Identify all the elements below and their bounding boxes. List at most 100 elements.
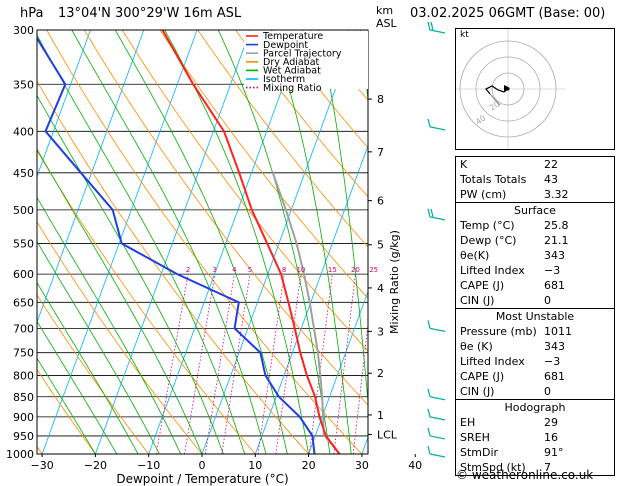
mixing-ratio-label: 4 [232, 266, 237, 274]
dry-adiabat [272, 30, 368, 149]
km-tick-label: 3 [377, 325, 384, 338]
footer-credit[interactable]: © weatheronline.co.uk [456, 468, 594, 482]
km-tick-label: 6 [377, 195, 384, 208]
indices-panel: K 22 Totals Totals 43 PW (cm) 3.32 Surface … [455, 156, 615, 476]
surface-cin: 0 [544, 294, 551, 307]
legend-entry: Mixing Ratio [263, 83, 322, 94]
pw-label: PW (cm) [460, 188, 507, 201]
isotherm [201, 30, 358, 454]
dry-adiabat [159, 30, 368, 299]
temp-tick-label: 30 [355, 459, 369, 472]
pressure-tick-label: 450 [13, 167, 34, 180]
mu-pres: 1011 [544, 325, 572, 338]
mixing-ratio-label: 8 [282, 266, 286, 274]
surface-temp: 25.8 [544, 219, 569, 232]
chart-grid [37, 30, 368, 454]
dry-adiabat [37, 221, 203, 454]
pressure-tick-label: 1000 [6, 448, 34, 461]
hodograph-title: Hodograph [504, 401, 566, 414]
wind-barb-feather [430, 208, 434, 218]
wind-barb-feather [427, 427, 431, 437]
mixing-ratio-line [275, 274, 302, 454]
wet-adiabat [114, 30, 288, 454]
mu-cape-label: CAPE (J) [460, 370, 505, 383]
pressure-tick-label: 500 [13, 204, 34, 217]
wind-barb [427, 388, 446, 401]
wet-adiabat [37, 34, 245, 454]
hodograph-ring-label: 20 [488, 99, 502, 112]
mu-theta: 343 [544, 340, 565, 353]
hodograph-unit: kt [460, 30, 469, 40]
wet-adiabat [37, 94, 224, 454]
mixing-ratio-line [184, 274, 216, 454]
stmdir-label: StmDir [460, 446, 499, 459]
unit-hpa: hPa [20, 6, 44, 21]
mixing-ratio-label: 2 [186, 266, 190, 274]
mixing-ratio-line [352, 320, 368, 454]
hodograph-trace [485, 85, 509, 95]
dry-adiabat [121, 30, 368, 352]
wind-barb-feather [427, 118, 431, 128]
wet-adiabat [37, 240, 160, 454]
hodograph-trace-upper [489, 93, 501, 106]
temperature-profile [161, 30, 341, 454]
wind-barb-feather [427, 320, 431, 329]
temp-tick-label: −20 [84, 459, 107, 472]
surface-li: −3 [544, 264, 561, 277]
tt-value: 43 [544, 173, 558, 186]
mixing-ratio-axis-label: Mixing Ratio (g/kg) [388, 230, 401, 334]
pressure-tick-label: 350 [13, 78, 34, 91]
wind-barbs [427, 21, 446, 458]
dewpoint-profile [37, 36, 316, 454]
eh-label: EH [460, 416, 476, 429]
surface-cape-label: CAPE (J) [460, 279, 505, 292]
wind-barb-staff [429, 396, 446, 401]
eh-value: 29 [544, 416, 558, 429]
wind-barb [427, 445, 446, 458]
stmspd-value: 7 [544, 461, 551, 474]
surface-theta-label: θe(K) [460, 249, 490, 262]
wet-adiabat [37, 196, 182, 454]
surface-temp-label: Temp (°C) [460, 219, 515, 232]
mu-cin-label: CIN (J) [460, 385, 495, 398]
mixing-ratio-line [221, 274, 251, 454]
parcel-trajectory [271, 172, 341, 454]
km-tick-label: 1 [377, 409, 384, 422]
wet-adiabat [270, 30, 352, 454]
unit-asl: ASL [376, 17, 397, 30]
wind-barb-staff [429, 216, 446, 221]
mixing-ratio-line [257, 274, 285, 454]
mixing-ratio-line [204, 274, 235, 454]
storm-motion-marker [504, 85, 510, 91]
pressure-tick-label: 600 [13, 268, 34, 281]
dry-adiabat [37, 294, 150, 454]
hodograph-plot: 20 40 [456, 29, 566, 149]
surface-title: Surface [514, 204, 556, 217]
mixing-ratio-label: 15 [328, 266, 337, 274]
hodograph-panel: kt 20 40 [455, 28, 615, 150]
surface-cin-label: CIN (J) [460, 294, 495, 307]
pw-value: 3.32 [544, 188, 569, 201]
wind-barb [427, 21, 446, 34]
dry-adiabat [37, 368, 96, 454]
stmdir-value: 91° [544, 446, 564, 459]
wind-barb-feather [427, 208, 431, 218]
mixing-ratio-label: 5 [248, 266, 252, 274]
mixing-ratio-line [308, 274, 333, 454]
km-tick-label: 4 [377, 282, 384, 295]
datetime: 03.02.2025 06GMT (Base: 00) [410, 6, 606, 21]
pressure-tick-label: 300 [13, 24, 34, 37]
isotherm [37, 30, 145, 324]
km-tick-label: 8 [377, 93, 384, 106]
wet-adiabat [164, 30, 309, 454]
wind-barb [427, 320, 446, 332]
isotherm [308, 290, 368, 454]
unit-km: km [376, 4, 394, 17]
isotherm [37, 30, 91, 178]
wind-barb [427, 208, 446, 221]
pressure-tick-label: 900 [13, 411, 34, 424]
km-tick-label: 7 [377, 146, 384, 159]
wind-barb-feather [430, 21, 434, 31]
sreh-label: SREH [460, 431, 490, 444]
